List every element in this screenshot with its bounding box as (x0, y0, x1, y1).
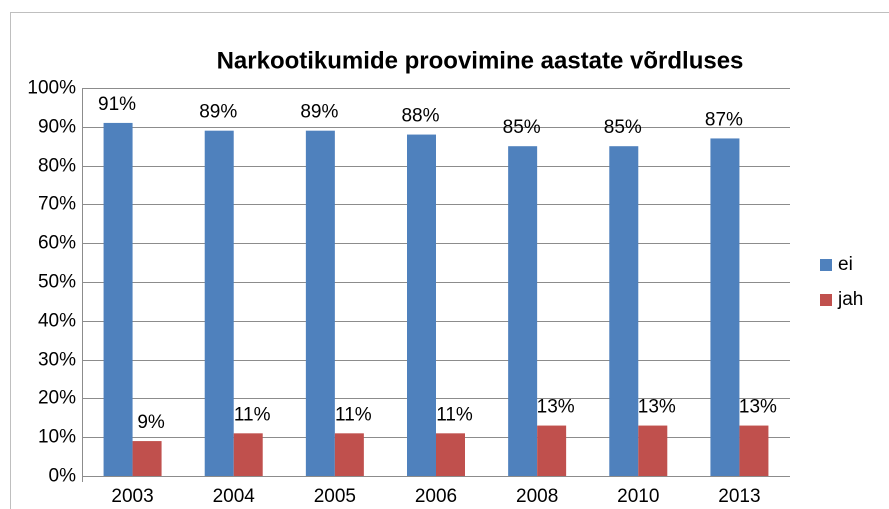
bar (407, 134, 436, 476)
bar (103, 122, 133, 477)
bar (710, 138, 740, 476)
value-label: 89% (199, 102, 237, 123)
value-label: 13% (739, 397, 777, 418)
x-tick-label: 2013 (718, 486, 760, 507)
x-tick-label: 2003 (111, 486, 153, 507)
legend-label: jah (837, 289, 863, 310)
legend-swatch (820, 259, 832, 271)
bar (739, 425, 769, 476)
x-tick-label: 2006 (415, 486, 457, 507)
bar (305, 130, 335, 476)
y-tick-label: 90% (38, 117, 76, 138)
value-label: 11% (335, 404, 372, 425)
value-label: 11% (234, 404, 271, 425)
bar (436, 433, 465, 476)
value-label: 13% (638, 397, 676, 418)
value-label: 89% (300, 102, 338, 123)
bar (204, 130, 234, 476)
value-label: 87% (705, 109, 743, 130)
value-label: 11% (436, 404, 473, 425)
legend-swatch (820, 294, 832, 306)
bar (233, 433, 263, 476)
y-tick-label: 100% (27, 78, 76, 99)
y-tick-label: 20% (38, 388, 76, 409)
value-label: 85% (604, 117, 642, 138)
value-label: 9% (137, 412, 165, 433)
y-tick-label: 50% (38, 272, 76, 293)
bar (609, 146, 639, 476)
y-tick-label: 40% (38, 311, 76, 332)
value-label: 88% (401, 106, 439, 127)
y-tick-label: 30% (38, 350, 76, 371)
y-tick-label: 80% (38, 156, 76, 177)
y-tick-label: 10% (38, 427, 76, 448)
value-label: 13% (537, 397, 575, 418)
y-tick-label: 0% (49, 466, 77, 487)
y-tick-label: 60% (38, 233, 76, 254)
y-tick-label: 70% (38, 194, 76, 215)
legend-label: ei (838, 254, 853, 275)
value-label: 91% (98, 94, 136, 115)
bar (334, 433, 364, 476)
x-tick-label: 2004 (213, 486, 256, 507)
x-tick-label: 2010 (617, 486, 659, 507)
x-tick-label: 2005 (314, 486, 356, 507)
x-tick-label: 2008 (516, 486, 558, 507)
bar (508, 146, 538, 476)
bar (537, 425, 567, 476)
value-label: 85% (503, 117, 541, 138)
chart-title: Narkootikumide proovimine aastate võrdlu… (217, 47, 744, 74)
bar (132, 441, 162, 476)
bar (638, 425, 668, 476)
